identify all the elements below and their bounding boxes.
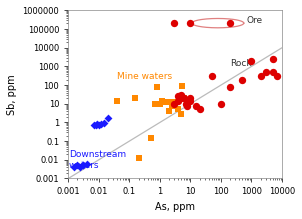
- Point: [165, 101, 170, 104]
- Point: [228, 85, 233, 89]
- Point: [264, 70, 268, 74]
- Point: [172, 22, 177, 25]
- Point: [172, 102, 177, 106]
- Point: [84, 162, 89, 166]
- Point: [270, 57, 275, 61]
- Point: [197, 108, 202, 111]
- Text: Ore: Ore: [247, 16, 263, 25]
- Text: Mine waters: Mine waters: [117, 72, 172, 81]
- Point: [249, 59, 254, 63]
- Point: [78, 166, 83, 169]
- Point: [157, 102, 162, 106]
- Point: [270, 70, 275, 74]
- Y-axis label: Sb, ppm: Sb, ppm: [7, 74, 17, 115]
- Point: [102, 122, 107, 125]
- Point: [115, 99, 120, 102]
- Text: Downstream
waters: Downstream waters: [69, 150, 126, 170]
- Text: Rock: Rock: [230, 59, 252, 68]
- Point: [176, 95, 181, 98]
- Point: [180, 84, 185, 88]
- Point: [209, 74, 214, 78]
- Point: [176, 99, 181, 102]
- Point: [154, 85, 159, 89]
- Point: [258, 74, 263, 78]
- Point: [188, 96, 193, 100]
- Point: [93, 124, 98, 127]
- Point: [183, 102, 188, 106]
- Point: [179, 96, 184, 100]
- Point: [136, 157, 141, 160]
- Point: [170, 104, 175, 107]
- Point: [153, 102, 158, 106]
- Point: [172, 101, 177, 104]
- Point: [99, 122, 104, 126]
- Point: [179, 93, 184, 97]
- Point: [193, 104, 198, 107]
- Point: [95, 122, 100, 126]
- Point: [167, 110, 172, 113]
- Point: [160, 99, 165, 102]
- Point: [80, 164, 85, 167]
- Point: [148, 136, 153, 140]
- Point: [218, 102, 223, 106]
- Point: [188, 99, 193, 102]
- Point: [181, 96, 186, 100]
- Point: [92, 124, 96, 127]
- Point: [75, 164, 80, 167]
- Point: [228, 22, 233, 25]
- Point: [240, 78, 245, 81]
- Point: [176, 108, 181, 111]
- Point: [185, 104, 190, 107]
- Point: [188, 22, 193, 25]
- Point: [275, 74, 280, 78]
- Point: [96, 124, 101, 127]
- Point: [163, 101, 168, 104]
- Point: [181, 96, 186, 100]
- Point: [132, 96, 137, 100]
- X-axis label: As, ppm: As, ppm: [155, 202, 195, 212]
- Point: [80, 164, 85, 167]
- Point: [179, 112, 184, 115]
- Point: [106, 116, 111, 119]
- Point: [71, 166, 76, 169]
